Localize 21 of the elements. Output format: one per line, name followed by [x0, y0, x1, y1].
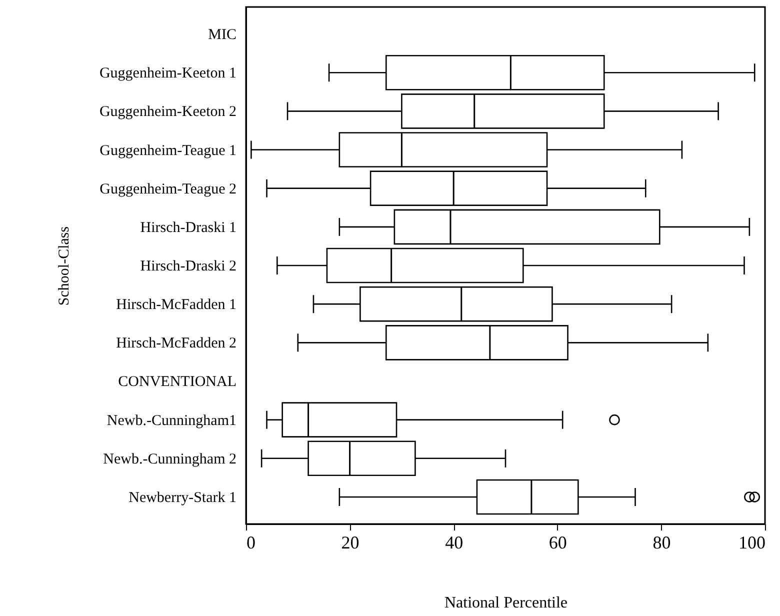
x-tick-label: 40: [445, 532, 464, 552]
x-tick-label: 60: [548, 532, 567, 552]
y-tick-label: Guggenheim-Keeton 1: [99, 66, 236, 82]
y-tick-label: Hirsch-Draski 2: [140, 258, 236, 274]
x-tick-label: 20: [341, 532, 360, 552]
y-tick-label: Hirsch-McFadden 1: [116, 297, 236, 314]
x-tick-label: 0: [246, 532, 256, 552]
x-tick-label: 100: [738, 532, 766, 552]
y-tick-label: Newb.-Cunningham1: [106, 412, 236, 429]
y-tick-label: Guggenheim-Teague 1: [100, 142, 236, 159]
y-tick-label: Hirsch-McFadden 2: [116, 336, 236, 352]
y-tick-label: CONVENTIONAL: [118, 374, 236, 390]
y-tick-label: MIC: [208, 27, 236, 44]
y-axis-title: School-Class: [56, 226, 72, 306]
x-axis-title: National Percentile: [444, 594, 568, 612]
y-tick-label: Hirsch-Draski 1: [140, 220, 236, 236]
y-tick-label: Newberry-Stark 1: [128, 490, 236, 506]
y-tick-label: Guggenheim-Keeton 2: [99, 104, 236, 120]
y-tick-label: Newb.-Cunningham 2: [103, 451, 236, 468]
y-tick-label: Guggenheim-Teague 2: [100, 181, 236, 198]
x-tick-label: 80: [652, 532, 671, 552]
